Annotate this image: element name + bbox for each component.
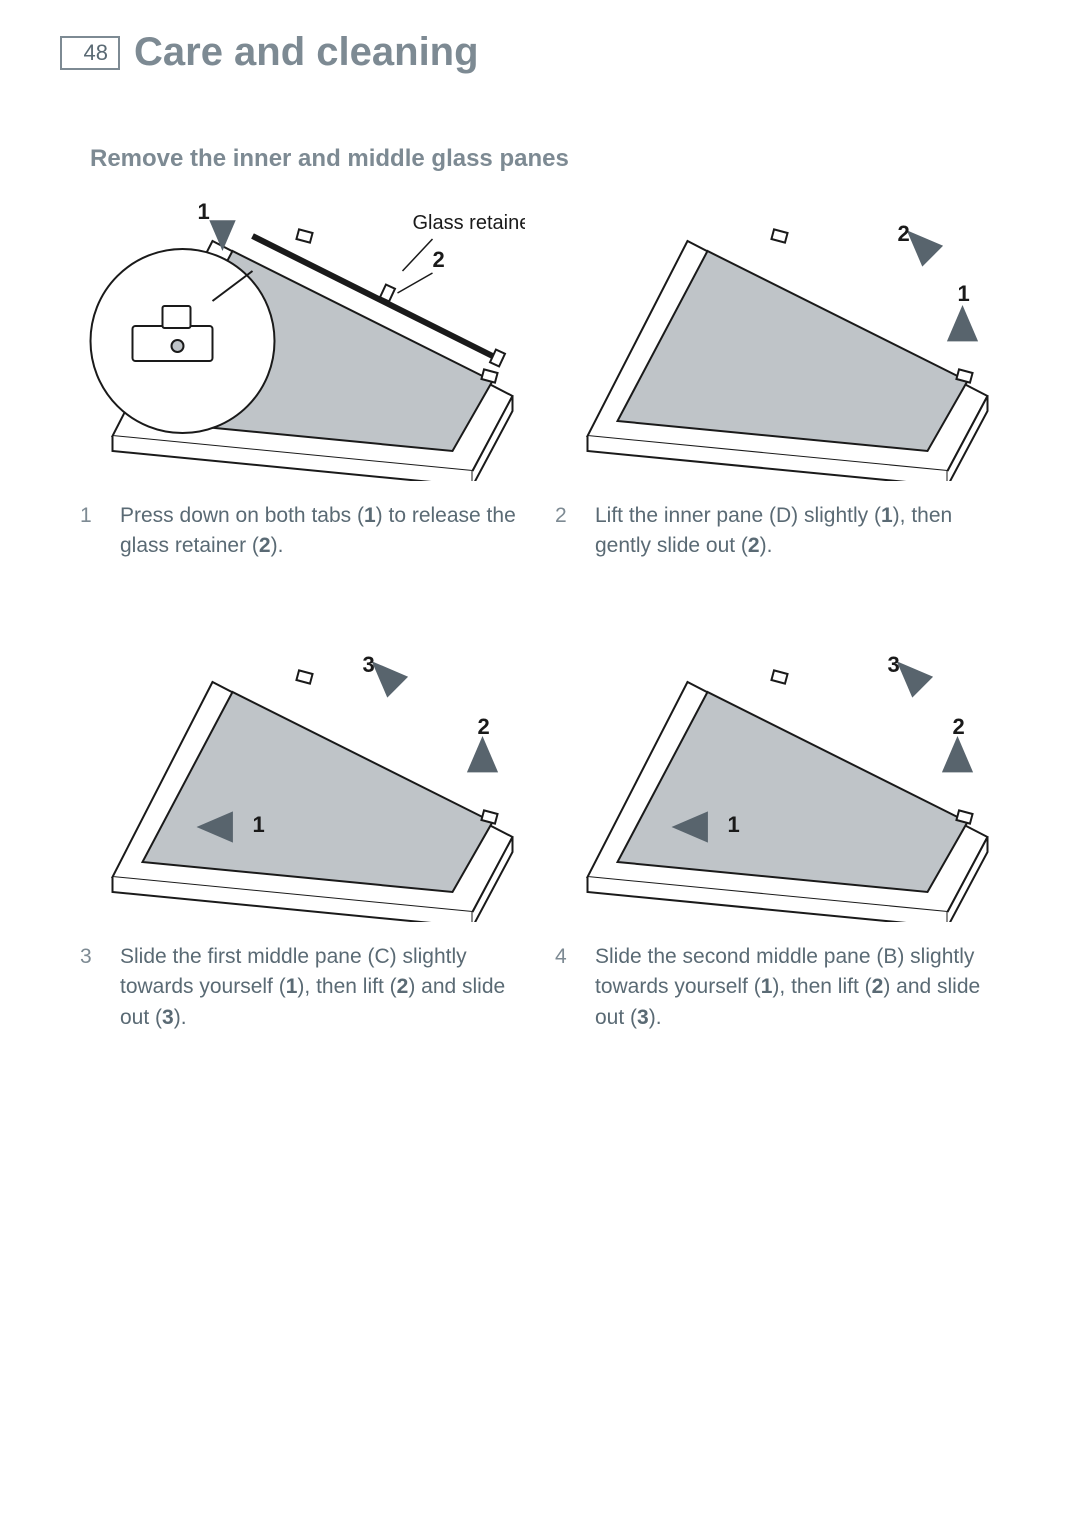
step-caption: 4Slide the second middle pane (B) slight…	[555, 942, 1000, 1033]
step-number: 1	[80, 501, 100, 562]
callout-label: Glass retainer	[413, 212, 526, 234]
step-text: Slide the second middle pane (B) slightl…	[595, 942, 1000, 1033]
step-illustration: 3 2 1	[555, 642, 1000, 922]
step: 3 2 1 4Slide the second middle pane (B) sli…	[555, 642, 1000, 1033]
step-caption: 3Slide the first middle pane (C) slightl…	[80, 942, 525, 1033]
arrow-icon	[372, 661, 408, 697]
section-title: Remove the inner and middle glass panes	[90, 145, 1020, 173]
callout-label: 2	[478, 714, 490, 739]
steps-grid: 1Glass retainer21Press down on both tabs…	[60, 201, 1020, 1033]
page-number: 48	[84, 40, 108, 65]
callout-label: 2	[433, 247, 445, 272]
arrow-icon	[947, 305, 978, 341]
callout-label: 1	[728, 812, 740, 837]
step-number: 2	[555, 501, 575, 562]
step-illustration: 21	[555, 201, 1000, 481]
callout-label: 1	[253, 812, 265, 837]
step-illustration: 3 2 1	[80, 642, 525, 922]
step-caption: 1 Press down on both tabs (1) to release …	[80, 501, 525, 562]
step: 1 Glass retainer 2 1 Press down on both tabs…	[80, 201, 525, 562]
arrow-icon	[467, 736, 498, 772]
callout-label: 3	[888, 652, 900, 677]
illustration-svg: 21	[555, 201, 1000, 481]
step: 3213Slide the first middle pane (C) slig…	[80, 642, 525, 1033]
step-text: Press down on both tabs (1) to release t…	[120, 501, 525, 562]
step-text: Slide the first middle pane (C) slightly…	[120, 942, 525, 1033]
callout-label: 3	[363, 652, 375, 677]
page-number-box: 48	[60, 36, 120, 70]
illustration-svg: 1 Glass retainer 2	[80, 201, 525, 481]
step-number: 3	[80, 942, 100, 1033]
step: 212Lift the inner pane (D) slightly (1),…	[555, 201, 1000, 562]
step-caption: 2 Lift the inner pane (D) slightly (1), t…	[555, 501, 1000, 562]
illustration-svg: 3 2 1	[555, 642, 1000, 922]
chapter-title: Care and cleaning	[134, 30, 479, 75]
callout-label: 1	[198, 201, 210, 224]
arrow-icon	[907, 230, 943, 266]
arrow-icon	[942, 736, 973, 772]
step-number: 4	[555, 942, 575, 1033]
illustration-svg: 3 2 1	[80, 642, 525, 922]
page-header: 48 Care and cleaning	[60, 30, 1020, 75]
callout-label: 2	[898, 221, 910, 246]
callout-label: 1	[958, 281, 970, 306]
step-text: Lift the inner pane (D) slightly (1), th…	[595, 501, 1000, 562]
step-illustration: 1 Glass retainer 2	[80, 201, 525, 481]
callout-label: 2	[953, 714, 965, 739]
arrow-icon	[897, 661, 933, 697]
